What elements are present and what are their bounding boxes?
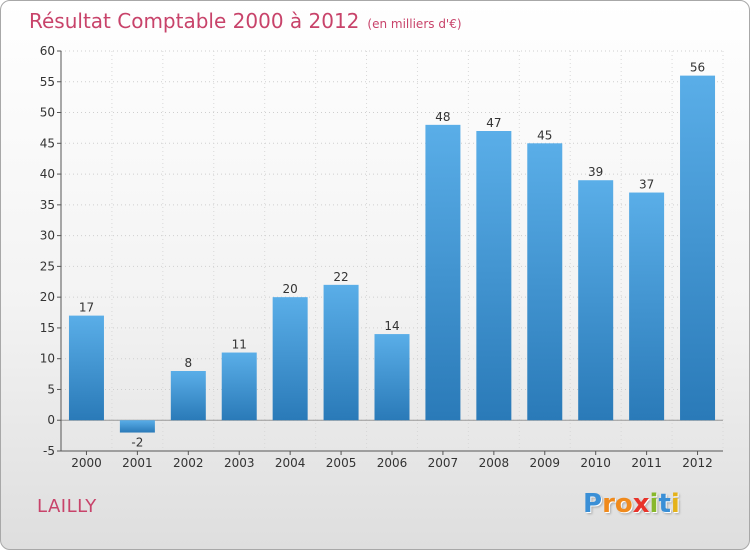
y-tick-label: 10: [40, 352, 55, 366]
y-tick-label: 30: [40, 229, 55, 243]
x-tick-label: 2006: [377, 456, 408, 470]
y-tick-label: 35: [40, 198, 55, 212]
y-tick-label: 45: [40, 136, 55, 150]
bar-2010: [578, 180, 614, 421]
x-tick-label: 2008: [479, 456, 510, 470]
logo-letter: t: [658, 489, 671, 519]
y-tick-label: 15: [40, 321, 55, 335]
value-label: 47: [486, 116, 501, 130]
logo-letter: x: [632, 489, 650, 519]
bar-2001: [119, 420, 155, 433]
value-label: -2: [131, 436, 143, 450]
bar-2011: [629, 192, 665, 421]
x-tick-label: 2001: [122, 456, 153, 470]
x-tick-label: 2005: [326, 456, 357, 470]
logo-letter: o: [614, 489, 633, 519]
value-label: 11: [232, 338, 247, 352]
axes-group: [57, 50, 723, 455]
value-label: 56: [690, 61, 705, 75]
chart-title: Résultat Comptable 2000 à 2012 (en millie…: [29, 9, 462, 33]
bar-2006: [374, 334, 410, 421]
y-tick-label: 60: [40, 44, 55, 58]
value-label: 48: [435, 110, 450, 124]
bar-2000: [68, 315, 104, 421]
logo-letter: i: [649, 489, 659, 519]
bar-2004: [272, 297, 308, 421]
x-tick-label: 2000: [71, 456, 102, 470]
proxiti-logo: Proxiti: [583, 489, 680, 519]
x-tick-label: 2002: [173, 456, 204, 470]
value-label: 14: [384, 319, 399, 333]
x-tick-label: 2012: [682, 456, 713, 470]
value-label: 37: [639, 178, 654, 192]
chart-title-text: Résultat Comptable 2000 à 2012: [29, 9, 360, 33]
value-label: 39: [588, 165, 603, 179]
bars-group: [68, 75, 716, 433]
logo-letter: P: [583, 489, 603, 519]
bar-2005: [323, 284, 359, 421]
x-tick-label: 2009: [529, 456, 560, 470]
x-tick-label: 2007: [428, 456, 459, 470]
bar-2007: [425, 124, 461, 421]
value-label: 20: [283, 282, 298, 296]
y-tick-label: 40: [40, 167, 55, 181]
bar-2008: [476, 131, 512, 421]
y-tick-label: 0: [47, 413, 55, 427]
y-tick-label: 50: [40, 106, 55, 120]
y-tick-label: 55: [40, 75, 55, 89]
x-tick-label: 2003: [224, 456, 255, 470]
chart-unit: (en milliers d'€): [367, 17, 462, 31]
value-label: 45: [537, 128, 552, 142]
logo-letter: r: [602, 489, 615, 519]
y-tick-label: 20: [40, 290, 55, 304]
logo-letter: i: [670, 489, 680, 519]
x-tick-label: 2010: [580, 456, 611, 470]
bar-2009: [527, 143, 563, 421]
value-label: 22: [333, 270, 348, 284]
y-tick-label: 5: [47, 382, 55, 396]
bar-2003: [221, 352, 257, 421]
y-tick-label: 25: [40, 259, 55, 273]
x-tick-label: 2011: [631, 456, 662, 470]
bar-2002: [170, 371, 206, 421]
bar-2012: [680, 75, 716, 421]
value-label: 8: [184, 356, 192, 370]
labels-group: -5 0 5 10 15 20 25 30 35 40 45 50 55 60 17 2000 -2 2001 8 2…: [40, 44, 713, 470]
x-tick-label: 2004: [275, 456, 306, 470]
value-label: 17: [79, 301, 94, 315]
place-name: LAILLY: [37, 496, 97, 517]
y-tick-label: -5: [43, 444, 55, 458]
